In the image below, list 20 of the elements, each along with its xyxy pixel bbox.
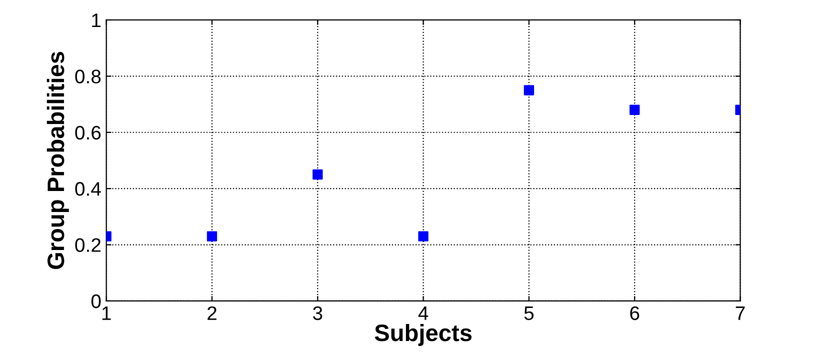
x-tick-label: 6	[630, 306, 640, 320]
x-tick-label: 5	[524, 306, 534, 320]
point	[206, 231, 218, 242]
x-tick-label: 7	[736, 306, 745, 320]
x-tick-label: 3	[312, 306, 322, 320]
point	[630, 104, 640, 115]
y-tick-label: 1	[92, 14, 101, 28]
x-axis-title: Subjects	[374, 324, 472, 346]
x-tick-label: 2	[208, 306, 216, 320]
y-tick-label: 0.6	[75, 126, 101, 140]
point	[524, 85, 534, 96]
y-axis-title: Group Probabilities	[46, 52, 69, 270]
y-tick-label: 0.4	[75, 182, 101, 196]
y-tick-label: 0.8	[75, 70, 101, 84]
x-tick-label: 4	[418, 306, 428, 320]
point	[418, 231, 428, 242]
y-tick-label: 0.2	[75, 238, 101, 252]
y-tick-label: 0	[91, 294, 101, 308]
point	[312, 169, 323, 180]
x-tick-label: 1	[102, 306, 111, 320]
